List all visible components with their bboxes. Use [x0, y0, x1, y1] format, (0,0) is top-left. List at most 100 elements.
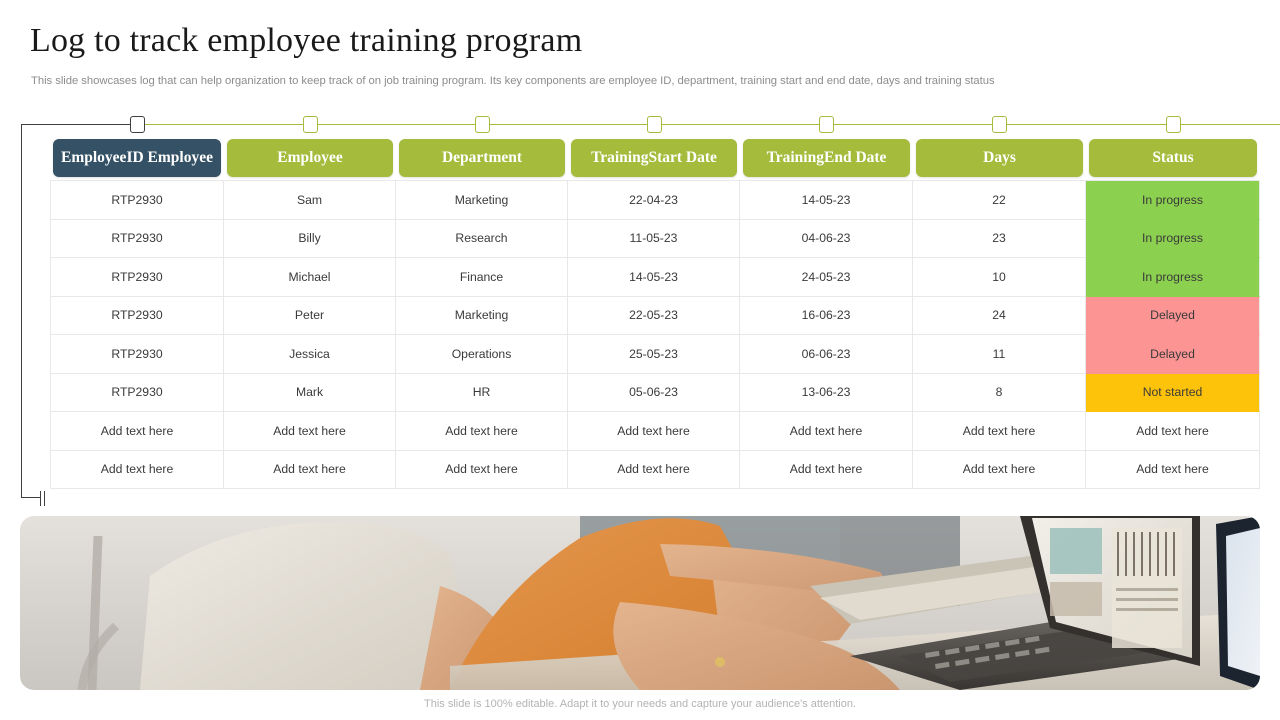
column-header-line1: Department: [441, 148, 523, 166]
column-header-line1: Training: [591, 148, 649, 166]
table-row: RTP2930 Billy Research 11-05-23 04-06-23 23 In…: [50, 219, 1260, 258]
column-header-3[interactable]: Training Start Date: [571, 139, 737, 177]
rail-node-2: [474, 116, 490, 133]
column-header-0[interactable]: Employee ID Employee: [53, 139, 221, 177]
rail-segment-4: [654, 124, 827, 125]
cell-employee_id[interactable]: RTP2930: [50, 258, 224, 297]
cell-start[interactable]: 05-06-23: [568, 373, 740, 412]
cell-end[interactable]: 16-06-23: [740, 296, 913, 335]
column-header-line1: Days: [983, 148, 1016, 166]
table-row: RTP2930 Peter Marketing 22-05-23 16-06-23 24 D…: [50, 296, 1260, 335]
cell-department[interactable]: Marketing: [396, 296, 568, 335]
status-badge[interactable]: In progress: [1086, 180, 1260, 220]
cell-days[interactable]: 23: [913, 219, 1086, 258]
column-header-1[interactable]: Employee: [227, 139, 393, 177]
status-badge[interactable]: In progress: [1086, 258, 1260, 297]
status-badge[interactable]: Add text here: [1086, 412, 1260, 451]
cell-start[interactable]: 14-05-23: [568, 258, 740, 297]
cell-end[interactable]: 13-06-23: [740, 373, 913, 412]
cell-start[interactable]: Add text here: [568, 450, 740, 489]
table-header-cell-4: Training End Date: [740, 136, 913, 180]
cell-employee_id[interactable]: RTP2930: [50, 180, 224, 220]
decorative-tick-1: [40, 491, 41, 506]
column-header-6[interactable]: Status: [1089, 139, 1257, 177]
cell-days[interactable]: 24: [913, 296, 1086, 335]
cell-employee[interactable]: Peter: [224, 296, 396, 335]
table-header-cell-3: Training Start Date: [568, 136, 740, 180]
decorative-bracket: [21, 124, 41, 498]
cell-days[interactable]: 10: [913, 258, 1086, 297]
cell-days[interactable]: 22: [913, 180, 1086, 220]
status-badge[interactable]: Not started: [1086, 373, 1260, 412]
cell-employee[interactable]: Michael: [224, 258, 396, 297]
cell-end[interactable]: 04-06-23: [740, 219, 913, 258]
table-row: Add text here Add text here Add text here A…: [50, 450, 1260, 489]
cell-end[interactable]: Add text here: [740, 412, 913, 451]
cell-employee[interactable]: Add text here: [224, 412, 396, 451]
decorative-tick-2: [44, 491, 45, 506]
cell-employee_id[interactable]: RTP2930: [50, 219, 224, 258]
cell-start[interactable]: 22-04-23: [568, 180, 740, 220]
cell-employee_id[interactable]: RTP2930: [50, 335, 224, 374]
cell-employee[interactable]: Jessica: [224, 335, 396, 374]
cell-department[interactable]: Research: [396, 219, 568, 258]
cell-days[interactable]: Add text here: [913, 412, 1086, 451]
cell-employee[interactable]: Mark: [224, 373, 396, 412]
rail-segment-3: [482, 124, 654, 125]
rail-node-3: [646, 116, 662, 133]
cell-end[interactable]: 14-05-23: [740, 180, 913, 220]
column-header-line1: Status: [1152, 148, 1194, 166]
rail-segment-6: [999, 124, 1173, 125]
rail-segment-0: [21, 124, 137, 125]
cell-days[interactable]: Add text here: [913, 450, 1086, 489]
column-header-5[interactable]: Days: [916, 139, 1083, 177]
table-header-cell-1: Employee: [224, 136, 396, 180]
status-badge[interactable]: Delayed: [1086, 335, 1260, 374]
table-header-cell-5: Days: [913, 136, 1086, 180]
cell-department[interactable]: Marketing: [396, 180, 568, 220]
status-badge[interactable]: Add text here: [1086, 450, 1260, 489]
footer-note: This slide is 100% editable. Adapt it to…: [424, 698, 856, 710]
cell-employee_id[interactable]: Add text here: [50, 450, 224, 489]
table-header-cell-6: Status: [1086, 136, 1260, 180]
cell-department[interactable]: Add text here: [396, 450, 568, 489]
rail-segment-1: [137, 124, 310, 125]
photo-illustration: [20, 516, 1260, 690]
rail-node-5: [992, 116, 1007, 133]
page-title: Log to track employee training program: [30, 22, 583, 59]
cell-employee[interactable]: Billy: [224, 219, 396, 258]
status-badge[interactable]: Delayed: [1086, 296, 1260, 335]
cell-start[interactable]: 25-05-23: [568, 335, 740, 374]
column-header-line1: Employee: [61, 148, 127, 166]
column-header-line1: Employee: [277, 148, 343, 166]
cell-employee_id[interactable]: RTP2930: [50, 373, 224, 412]
cell-start[interactable]: Add text here: [568, 412, 740, 451]
table-row: RTP2930 Jessica Operations 25-05-23 06-06-23…: [50, 335, 1260, 374]
cell-start[interactable]: 11-05-23: [568, 219, 740, 258]
column-header-4[interactable]: Training End Date: [743, 139, 910, 177]
cell-days[interactable]: 8: [913, 373, 1086, 412]
cell-employee_id[interactable]: Add text here: [50, 412, 224, 451]
status-badge[interactable]: In progress: [1086, 219, 1260, 258]
cell-start[interactable]: 22-05-23: [568, 296, 740, 335]
connector-rail: [21, 116, 1280, 133]
rail-node-4: [819, 116, 834, 133]
rail-node-6: [1165, 116, 1181, 133]
column-header-line1: Training: [766, 148, 824, 166]
cell-employee[interactable]: Add text here: [224, 450, 396, 489]
cell-department[interactable]: Add text here: [396, 412, 568, 451]
cell-department[interactable]: HR: [396, 373, 568, 412]
rail-segment-5: [826, 124, 1000, 125]
cell-end[interactable]: Add text here: [740, 450, 913, 489]
cell-end[interactable]: 24-05-23: [740, 258, 913, 297]
cell-department[interactable]: Finance: [396, 258, 568, 297]
cell-days[interactable]: 11: [913, 335, 1086, 374]
column-header-2[interactable]: Department: [399, 139, 565, 177]
cell-employee[interactable]: Sam: [224, 180, 396, 220]
rail-segment-2: [310, 124, 482, 125]
cell-end[interactable]: 06-06-23: [740, 335, 913, 374]
training-log-table-wrapper: Employee ID Employee Employee Department Tra…: [50, 136, 1260, 489]
cell-employee_id[interactable]: RTP2930: [50, 296, 224, 335]
training-log-table: Employee ID Employee Employee Department Tra…: [50, 136, 1260, 489]
cell-department[interactable]: Operations: [396, 335, 568, 374]
